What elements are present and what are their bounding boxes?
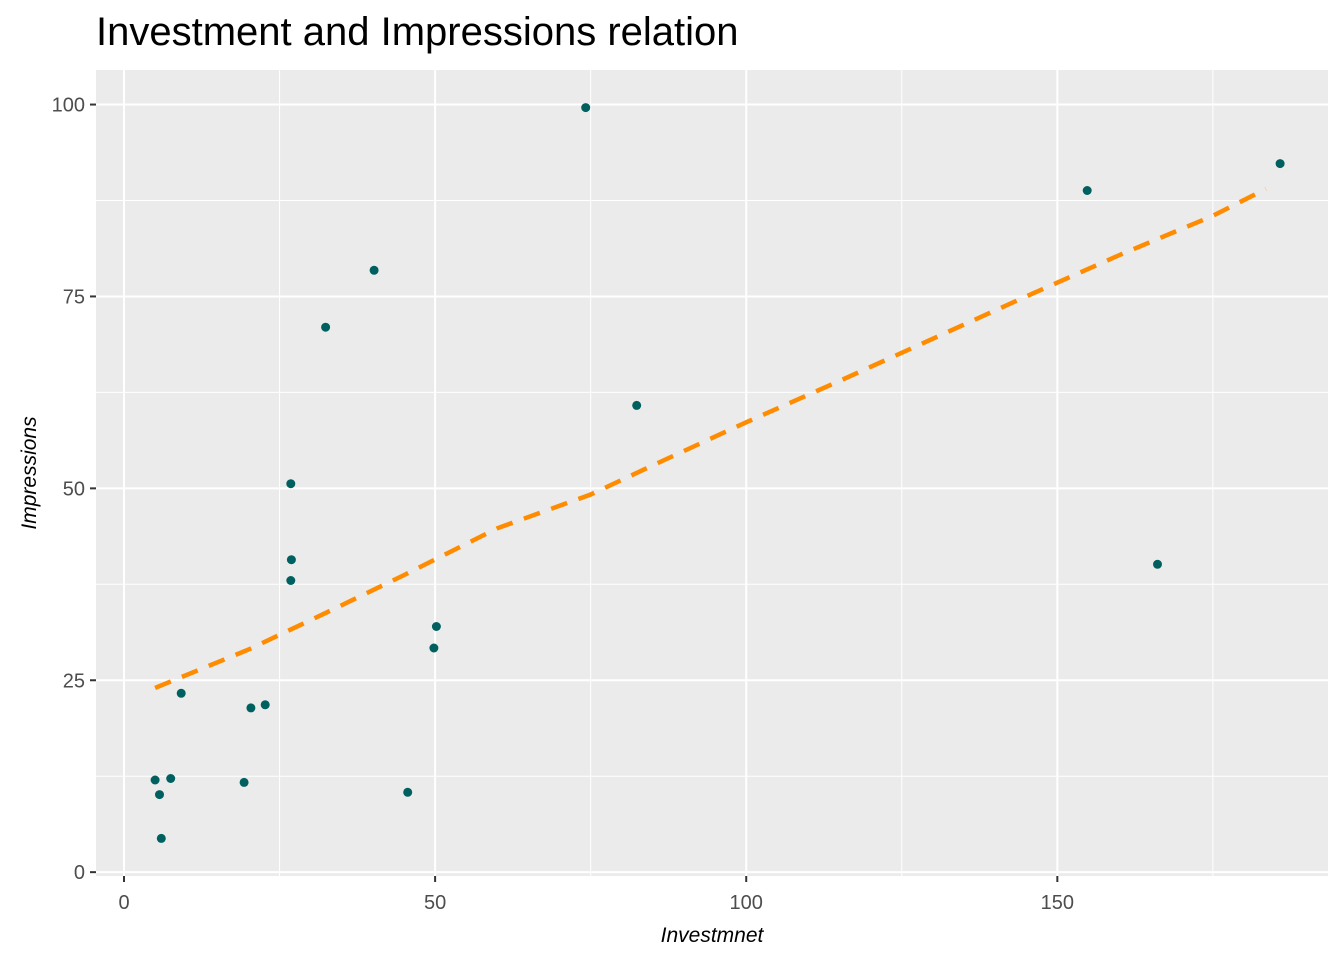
data-point [156,833,166,843]
data-point [369,265,379,275]
y-tick-label: 0 [74,862,85,884]
data-point [581,103,591,113]
x-tick-label: 50 [424,892,446,914]
data-point [632,400,642,410]
x-tick-label: 100 [730,892,763,914]
data-point [431,622,441,631]
data-point [286,479,296,489]
data-point [1153,559,1162,569]
chart-title: Investment and Impressions relation [96,10,739,54]
y-tick-label: 100 [52,95,85,117]
data-point [239,777,249,787]
data-point [1082,186,1092,195]
data-point [403,787,413,797]
data-point [429,643,439,653]
data-point [246,703,256,713]
data-point [286,555,296,565]
data-point [1275,159,1285,169]
x-tick-label: 0 [118,892,129,914]
data-point [260,700,270,710]
data-point [155,790,164,800]
plot-panel [96,70,1328,876]
data-point [321,322,331,332]
data-point [150,775,160,785]
y-axis-label: Impressions [18,416,41,530]
y-tick-label: 50 [63,478,85,500]
x-tick-label: 150 [1041,892,1074,914]
data-point [286,576,296,585]
y-tick-label: 25 [63,670,85,692]
x-axis-label: Investmnet [661,924,765,947]
y-tick-label: 75 [63,286,85,308]
data-point [166,774,176,783]
data-point [176,688,186,698]
